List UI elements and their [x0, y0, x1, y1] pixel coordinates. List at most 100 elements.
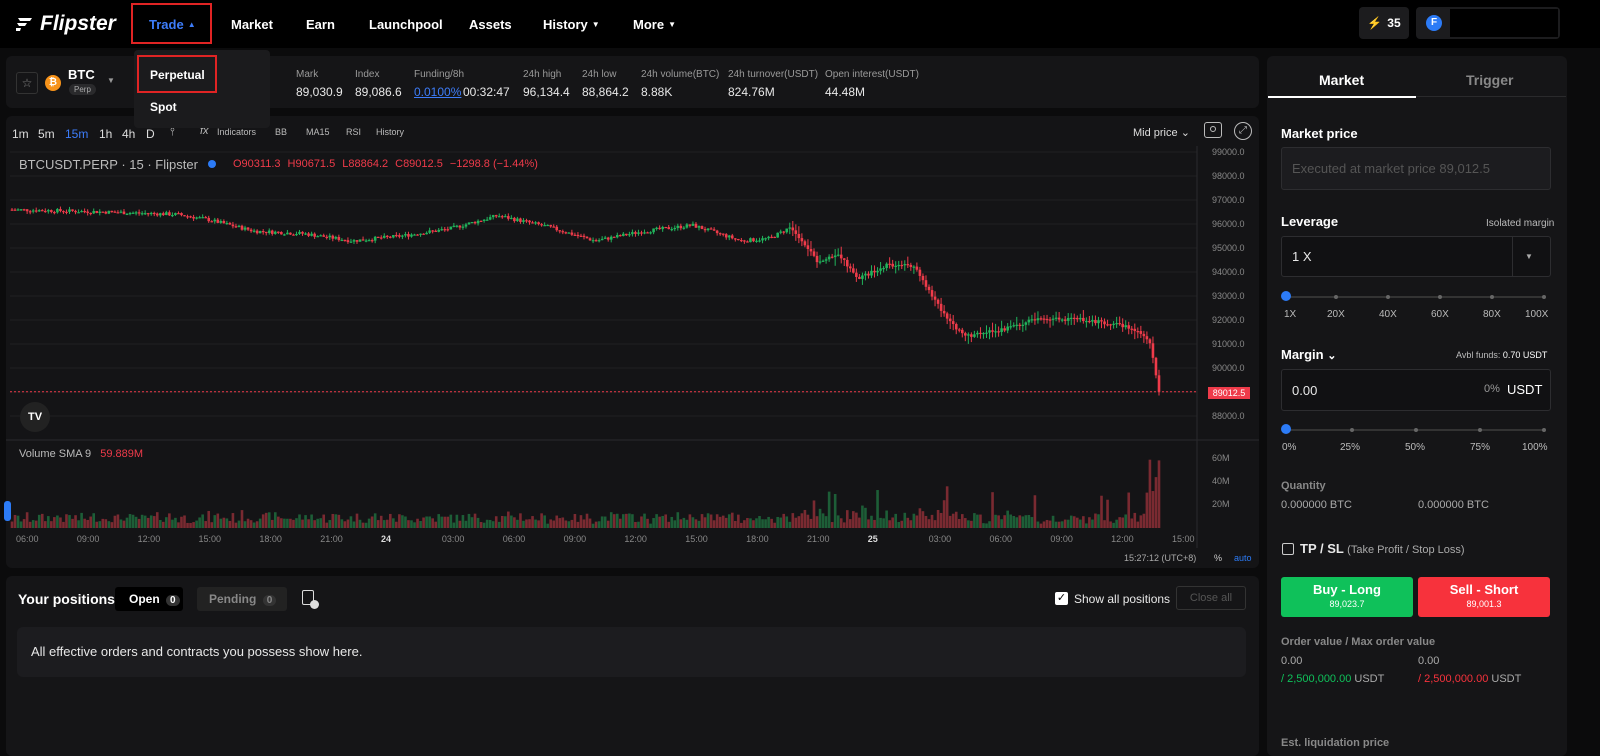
- tf-1h[interactable]: 1h: [99, 127, 113, 141]
- tab-market[interactable]: Market: [1319, 72, 1365, 88]
- indicators-button[interactable]: Indicators: [217, 127, 257, 137]
- tab-open[interactable]: Open 0: [115, 587, 183, 611]
- volume-bar: [970, 520, 973, 528]
- nav-history[interactable]: History ▼: [543, 0, 600, 48]
- order-history-icon[interactable]: [302, 590, 319, 609]
- leverage-select[interactable]: 1 X: [1281, 236, 1551, 277]
- btc-coin-icon: ₿: [45, 75, 61, 91]
- volume-bar: [867, 519, 870, 528]
- volume-bar: [522, 520, 525, 528]
- nav-trade[interactable]: Trade ▲: [149, 0, 196, 48]
- rsi-button[interactable]: RSI: [346, 127, 362, 137]
- isolated-margin-label[interactable]: Isolated margin: [1486, 218, 1555, 229]
- volume-bar: [47, 516, 50, 528]
- tf-5m[interactable]: 5m: [38, 127, 55, 141]
- volume-bar: [370, 516, 374, 528]
- buy-long-button[interactable]: Buy - Long 89,023.7: [1281, 577, 1413, 617]
- nav-market[interactable]: Market: [231, 16, 273, 32]
- candle-body: [452, 225, 456, 227]
- screenshot-icon[interactable]: [1204, 122, 1222, 138]
- volume-bar: [53, 517, 56, 528]
- account-chip[interactable]: F: [1416, 7, 1560, 39]
- candle-body: [1091, 320, 1094, 322]
- funding-rate-link[interactable]: 0.0100%: [414, 85, 462, 99]
- nav-more[interactable]: More ▼: [633, 0, 676, 48]
- indicators-icon[interactable]: fx: [200, 125, 209, 137]
- percent-toggle[interactable]: %: [1214, 553, 1223, 563]
- leverage-slider[interactable]: [1287, 295, 1546, 299]
- margin-unit: USDT: [1507, 382, 1543, 397]
- tf-15m[interactable]: 15m: [65, 127, 89, 141]
- margin-slider-handle[interactable]: [1281, 424, 1291, 434]
- leverage-dropdown-icon[interactable]: ▼: [1525, 252, 1533, 261]
- sell-short-button[interactable]: Sell - Short 89,001.3: [1418, 577, 1550, 617]
- volume-bar: [906, 517, 910, 528]
- volume-bar: [470, 517, 474, 528]
- volume-bar: [985, 523, 988, 528]
- fullscreen-icon[interactable]: ⤢: [1234, 122, 1252, 140]
- bb-button[interactable]: BB: [275, 127, 288, 137]
- candle-body: [594, 240, 598, 242]
- market-price-label: Market price: [1281, 126, 1358, 141]
- tf-4h[interactable]: 4h: [122, 127, 136, 141]
- menu-item-spot[interactable]: Spot: [150, 100, 177, 114]
- volume-bar: [434, 521, 437, 528]
- candle-body: [612, 236, 616, 238]
- volume-bar: [440, 516, 444, 528]
- candle-body: [1142, 333, 1146, 337]
- margin-input[interactable]: 0.00: [1281, 369, 1551, 411]
- nav-earn[interactable]: Earn: [306, 16, 335, 32]
- volume-bar: [1085, 523, 1088, 528]
- auto-scale-toggle[interactable]: auto: [1234, 553, 1252, 563]
- volume-bar: [425, 516, 428, 528]
- symbol-dropdown-icon[interactable]: ▼: [107, 76, 115, 85]
- candle-body: [797, 233, 801, 239]
- volume-bar: [1121, 517, 1124, 528]
- sidebar-handle[interactable]: [4, 501, 11, 521]
- volume-bar: [240, 510, 244, 528]
- tpsl-checkbox[interactable]: [1282, 543, 1294, 555]
- candle-body: [827, 256, 831, 260]
- volume-bar: [1042, 521, 1046, 528]
- nav-launchpool[interactable]: Launchpool: [369, 16, 443, 32]
- candle-body: [619, 235, 622, 237]
- margin-label[interactable]: Margin ⌄: [1281, 347, 1336, 362]
- tab-pending-label: Pending: [209, 592, 257, 606]
- volume-bar: [431, 518, 434, 528]
- candle-body: [558, 230, 562, 232]
- history-button[interactable]: History: [376, 127, 405, 137]
- candle-body: [140, 213, 144, 215]
- candle-body: [334, 236, 338, 239]
- candle-body: [125, 213, 129, 216]
- mid-price-select[interactable]: Mid price ⌄: [1133, 126, 1190, 139]
- show-all-checkbox[interactable]: ✓: [1055, 592, 1068, 605]
- close-all-button[interactable]: Close all: [1176, 586, 1246, 610]
- chart-type-icon[interactable]: ⫯: [170, 126, 175, 138]
- margin-slider[interactable]: [1287, 428, 1546, 432]
- tf-1m[interactable]: 1m: [12, 127, 29, 141]
- volume-bar: [461, 515, 465, 528]
- candle-body: [373, 236, 377, 241]
- volume-bar: [1082, 516, 1085, 528]
- candle-body: [661, 226, 664, 230]
- leverage-slider-handle[interactable]: [1281, 291, 1291, 301]
- menu-item-perpetual[interactable]: Perpetual: [150, 68, 205, 82]
- tab-trigger[interactable]: Trigger: [1466, 72, 1514, 88]
- volume-bar: [988, 521, 991, 528]
- tab-pending[interactable]: Pending 0: [197, 587, 287, 611]
- volume-bar: [637, 521, 640, 528]
- volume-bar: [152, 516, 156, 528]
- candle-body: [171, 214, 174, 217]
- volume-bar: [137, 518, 141, 528]
- highlight-perpetual: [137, 55, 217, 93]
- brand-logo[interactable]: Flipster: [16, 12, 116, 36]
- ma15-button[interactable]: MA15: [306, 127, 330, 137]
- tf-d[interactable]: D: [146, 127, 155, 141]
- candle-body: [1154, 357, 1158, 376]
- favorite-star-icon[interactable]: ☆: [16, 72, 38, 94]
- avbl-funds: Avbl funds: 0.70 USDT: [1456, 350, 1547, 360]
- volume-bar: [691, 517, 695, 528]
- points-chip[interactable]: ⚡ 35: [1359, 7, 1409, 39]
- nav-assets[interactable]: Assets: [469, 16, 512, 32]
